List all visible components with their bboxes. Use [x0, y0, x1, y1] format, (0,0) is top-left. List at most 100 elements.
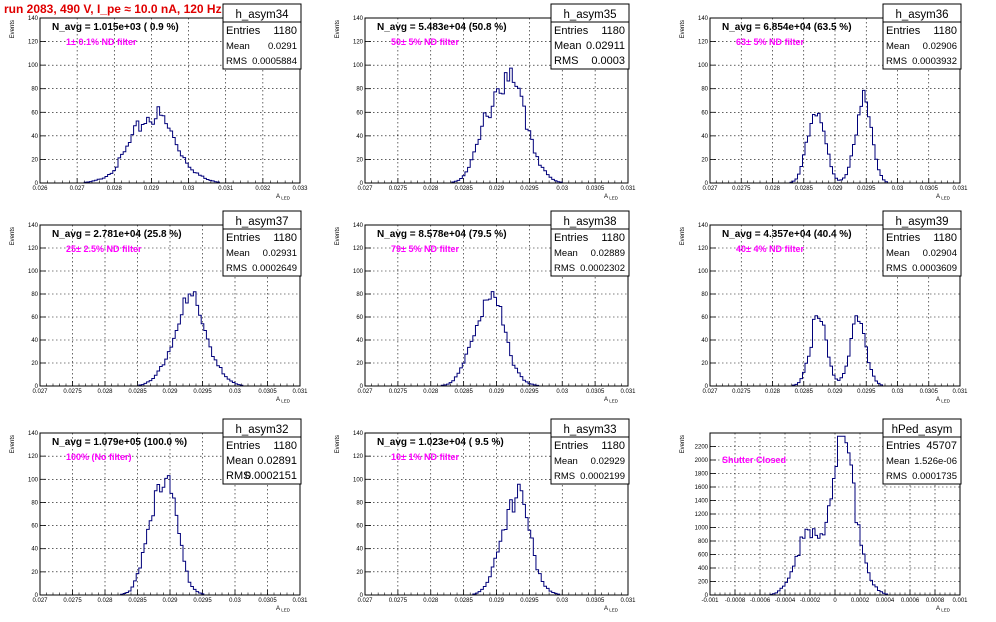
x-tick-label: 0.031: [292, 389, 308, 395]
filter-label: 25± 2.5% ND filter: [66, 244, 142, 254]
x-tick-label: 0.028: [423, 389, 439, 395]
x-tick-label: 0.0305: [920, 389, 939, 395]
x-tick-label: 0.0285: [795, 186, 814, 192]
y-tick-label: 1000: [695, 526, 709, 532]
y-tick-label: 0: [360, 593, 364, 599]
x-tick-label: 0.029: [144, 186, 160, 192]
y-tick-label: 20: [356, 570, 363, 576]
panel-h_asym34: 0.026 0.027 0.028 0.029 0.03 0.031 0.032 0.033 0…: [10, 3, 308, 201]
x-tick-label: 0.03: [183, 186, 195, 192]
y-tick-label: 80: [701, 87, 708, 93]
plot-border: [39, 224, 301, 387]
y-axis-label: Events: [10, 435, 16, 453]
y-tick-label: 140: [353, 223, 364, 229]
y-tick-label: 20: [356, 157, 363, 163]
panel-h_asym32: 0.027 0.0275 0.028 0.0285 0.029 0.0295 0.03 0.0…: [10, 418, 308, 613]
x-tick-label: 0.029: [827, 186, 843, 192]
x-tick-label: 0.0002: [851, 598, 870, 604]
x-tick-label: 0.0295: [520, 186, 539, 192]
stat-value-mean: 0.02904: [923, 248, 957, 259]
y-tick-label: 140: [28, 223, 39, 229]
x-tick-label: -0.0006: [750, 598, 771, 604]
x-tick-label: 0.0305: [586, 389, 605, 395]
y-tick-label: 120: [353, 246, 364, 252]
stat-value-rms: 0.0001735: [912, 471, 957, 482]
y-tick-label: 80: [356, 292, 363, 298]
stat-key-rms: RMS: [226, 470, 250, 482]
histogram-name: h_asym37: [235, 216, 288, 228]
x-tick-label: 0.03: [556, 389, 568, 395]
stat-value-rms: 0.0003609: [912, 263, 957, 274]
x-tick-label: 0.0285: [795, 389, 814, 395]
stat-key-rms: RMS: [554, 471, 575, 482]
x-tick-label: 0.031: [620, 598, 636, 604]
stat-value-rms: 0.0005884: [252, 56, 297, 67]
y-axis-label: Events: [10, 20, 16, 38]
stat-value-entries: 1180: [601, 232, 625, 244]
y-tick-label: 60: [701, 315, 708, 321]
n-avg-label: N_avg = 4.357e+04 (40.4 %): [722, 229, 852, 240]
x-tick-label: 0.029: [162, 389, 178, 395]
x-tick-label: 0.0305: [920, 186, 939, 192]
x-tick-label: 0.032: [255, 186, 271, 192]
x-tick-label: 0.0275: [732, 389, 751, 395]
x-tick-label: -0.0002: [800, 598, 821, 604]
y-tick-label: 120: [698, 246, 709, 252]
n-avg-label: N_avg = 2.781e+04 (25.8 %): [52, 229, 182, 240]
x-tick-label: 0.0305: [258, 389, 277, 395]
panel-h_asym37: 0.027 0.0275 0.028 0.0285 0.029 0.0295 0.03 0.0…: [10, 210, 308, 404]
filter-label: 40± 4% ND filter: [736, 244, 804, 254]
x-tick-label: 0.028: [97, 389, 113, 395]
y-tick-label: 40: [31, 134, 38, 140]
stats-box: [550, 3, 630, 70]
n-avg-label: N_avg = 5.483e+04 (50.8 %): [377, 22, 507, 33]
y-tick-label: 20: [31, 361, 38, 367]
stat-key-mean: Mean: [886, 456, 910, 467]
x-tick-label: 0.027: [357, 598, 373, 604]
y-tick-label: 80: [356, 87, 363, 93]
x-tick-label: -0.0008: [725, 598, 746, 604]
x-tick-label: -0.0004: [775, 598, 796, 604]
x-tick-label: 0.029: [162, 598, 178, 604]
x-tick-label: 0.027: [702, 186, 718, 192]
y-tick-label: 60: [31, 524, 38, 530]
y-tick-label: 0: [35, 593, 39, 599]
stat-key-mean: Mean: [226, 248, 250, 259]
x-tick-label: 0.0295: [193, 598, 212, 604]
stat-value-rms: 0.0002151: [245, 470, 297, 482]
panel-hPed_asym: -0.001 -0.0008 -0.0006 -0.0004 -0.0002 0 0.000…: [680, 418, 968, 613]
stat-value-entries: 1180: [601, 440, 625, 452]
plot-border: [364, 17, 629, 184]
y-tick-label: 80: [31, 292, 38, 298]
y-tick-label: 1600: [695, 485, 709, 491]
x-tick-label: 0.027: [357, 186, 373, 192]
y-axis-label: Events: [680, 227, 686, 245]
stat-key-entries: Entries: [886, 232, 921, 244]
y-tick-label: 1800: [695, 472, 709, 478]
x-tick-label: 0.028: [765, 186, 781, 192]
y-tick-label: 100: [28, 269, 39, 275]
x-tick-label: 0.027: [702, 389, 718, 395]
histogram-name: h_asym35: [563, 9, 616, 21]
x-tick-label: 0.029: [827, 389, 843, 395]
x-tick-label: 0.029: [489, 389, 505, 395]
plot-border: [709, 224, 961, 387]
filter-label: 1± 0.1% ND filter: [66, 37, 137, 47]
x-tick-label: 0.029: [489, 186, 505, 192]
y-tick-label: 0: [360, 181, 364, 187]
stat-key-entries: Entries: [226, 25, 261, 37]
filter-label: 10± 1% ND filter: [391, 452, 459, 462]
x-axis-label: A LED: [936, 194, 951, 201]
x-tick-label: 0.0285: [128, 598, 147, 604]
x-tick-label: 0.0004: [876, 598, 895, 604]
y-tick-label: 60: [356, 524, 363, 530]
y-tick-label: 60: [31, 315, 38, 321]
stat-value-mean: 0.02929: [591, 456, 625, 467]
stat-value-mean: 0.0291: [268, 41, 297, 52]
y-tick-label: 140: [698, 16, 709, 22]
y-tick-label: 20: [701, 157, 708, 163]
histogram-name: h_asym34: [235, 9, 289, 21]
x-tick-label: 0.0275: [389, 598, 408, 604]
x-axis-label: A LED: [936, 397, 951, 404]
n-avg-label: N_avg = 1.079e+05 (100.0 %): [52, 437, 187, 448]
